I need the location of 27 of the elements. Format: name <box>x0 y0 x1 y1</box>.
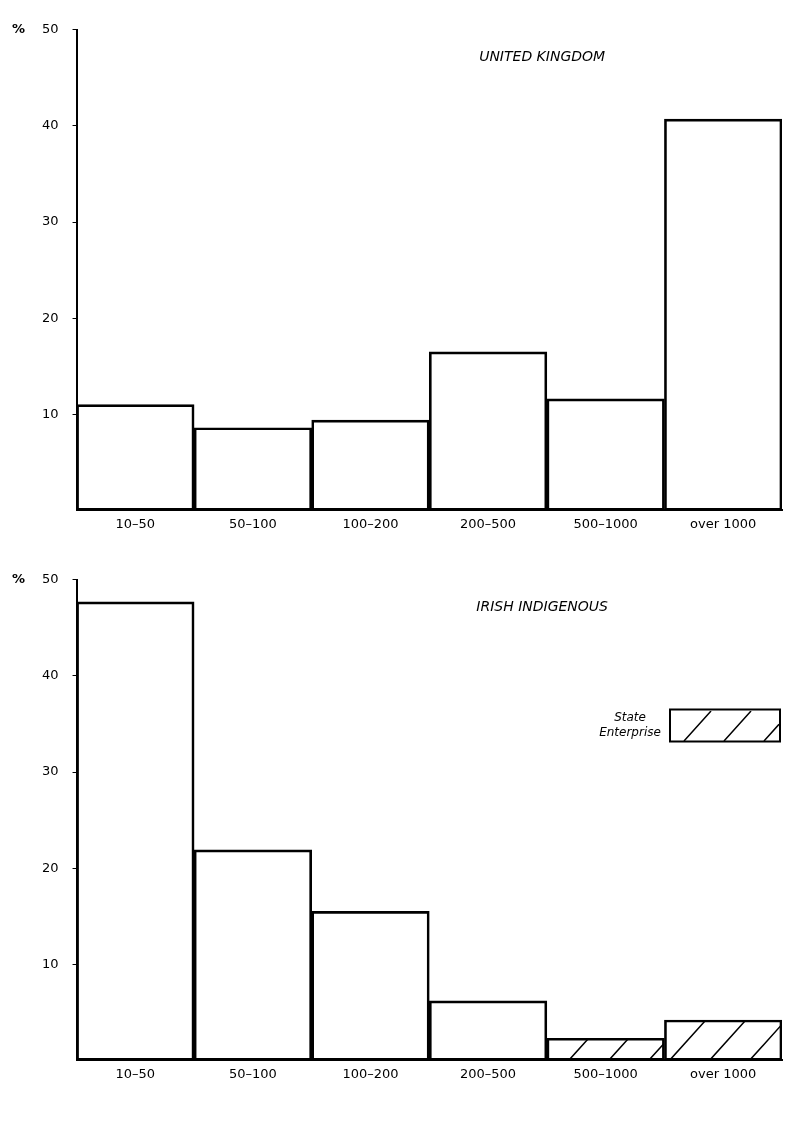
x-tick-label: 100–200 <box>342 1065 399 1081</box>
text: UNITED KINGDOM <box>479 48 606 65</box>
x-tick-label: 200–500 <box>459 1065 517 1081</box>
y-tick-label: 20 <box>42 309 59 325</box>
x-tick-label: over 1000 <box>690 515 757 531</box>
y-tick-label: 20 <box>42 859 59 875</box>
x-tick-label: 50–100 <box>228 515 277 531</box>
y-tick-label: 50 <box>42 571 59 587</box>
y-tick-label: 10 <box>42 955 59 971</box>
y-tick-label: 30 <box>42 213 59 229</box>
x-tick-label: 50–100 <box>228 1065 277 1081</box>
x-tick-label: 100–200 <box>342 515 399 531</box>
text: IRISH INDIGENOUS <box>476 598 609 615</box>
x-tick-label: 10–50 <box>115 1065 156 1081</box>
y-tick-label: 30 <box>42 763 59 779</box>
x-tick-label: 10–50 <box>115 515 156 531</box>
x-tick-label: over 1000 <box>690 1065 757 1081</box>
y-tick-label: 40 <box>42 117 59 133</box>
y-axis-title: % <box>12 21 26 37</box>
x-tick-label: 500–1000 <box>573 1065 638 1081</box>
y-tick-label: 40 <box>42 667 59 683</box>
x-tick-label: 200–500 <box>459 515 517 531</box>
x-tick-label: 500–1000 <box>573 515 638 531</box>
text: State Enterprise <box>599 710 661 740</box>
y-axis-title: % <box>12 571 26 587</box>
y-tick-label: 50 <box>42 21 59 37</box>
y-tick-label: 10 <box>42 405 59 421</box>
